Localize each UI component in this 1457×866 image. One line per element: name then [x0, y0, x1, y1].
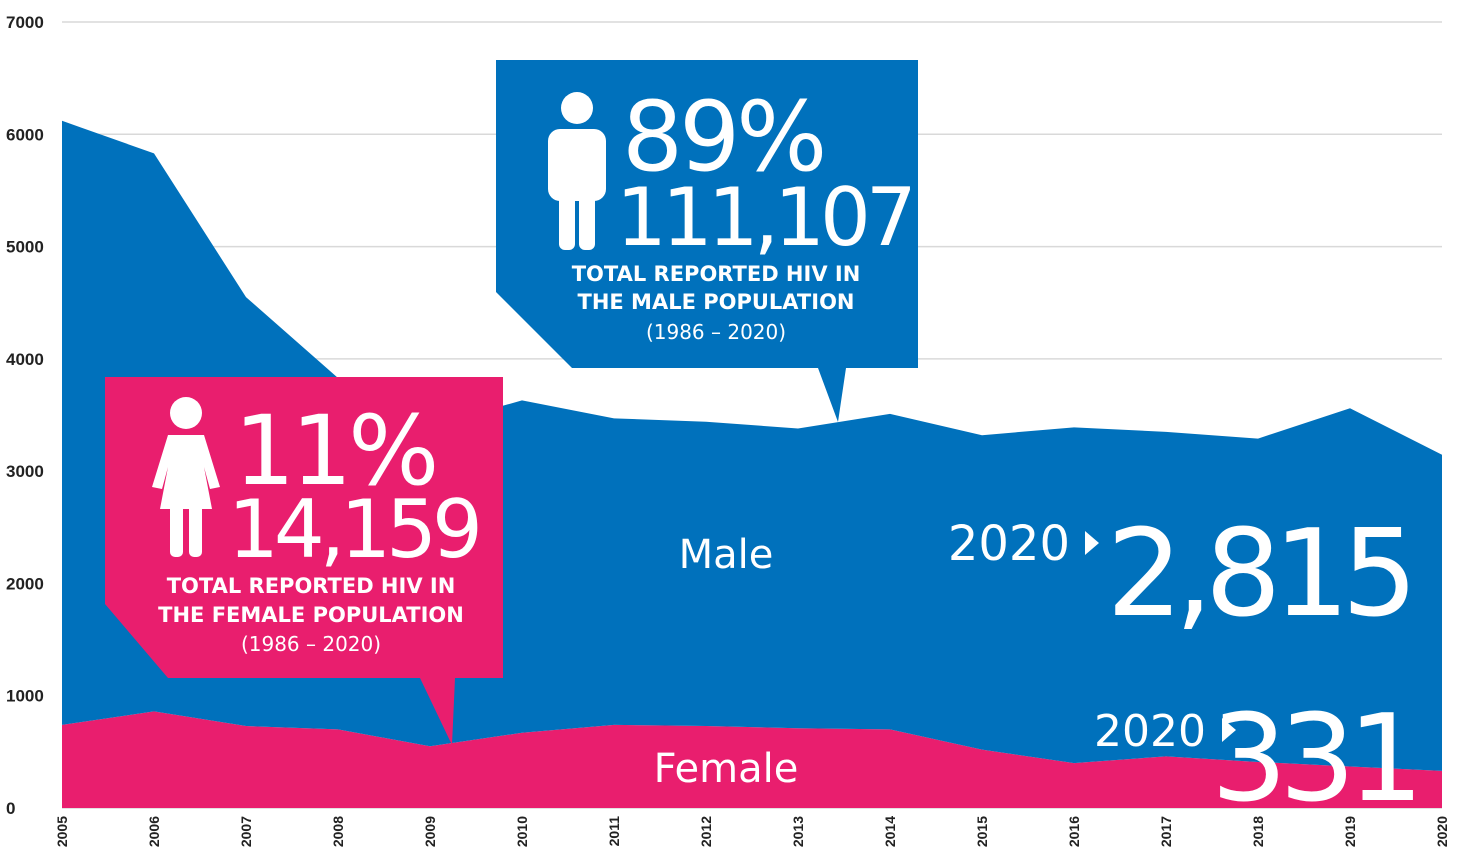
x-tick-label: 2010 [514, 816, 530, 847]
callout-line: (1986 – 2020) [241, 632, 381, 656]
x-tick-label: 2007 [238, 816, 254, 847]
x-tick-label: 2020 [1434, 816, 1450, 847]
end-year: 2020 [1094, 706, 1206, 757]
x-tick-label: 2011 [606, 816, 622, 847]
x-tick-label: 2014 [882, 816, 898, 847]
y-tick-label: 4000 [6, 350, 44, 369]
person-icon [548, 92, 606, 250]
icon-head [561, 92, 593, 124]
callout-line: THE FEMALE POPULATION [158, 603, 464, 627]
end-year: 2020 [948, 516, 1070, 572]
end-arrow [1085, 531, 1099, 555]
x-tick-label: 2019 [1342, 816, 1358, 847]
callout-percent: 89% [622, 81, 823, 193]
callout-total: 111,107 [616, 171, 912, 264]
y-tick-label: 2000 [6, 574, 44, 593]
y-tick-label: 1000 [6, 687, 44, 706]
x-tick-label: 2017 [1158, 816, 1174, 847]
x-tick-label: 2008 [330, 816, 346, 847]
end-arrow [1222, 718, 1236, 742]
callout-percent: 11% [234, 395, 435, 507]
x-tick-label: 2006 [146, 816, 162, 847]
y-tick-label: 6000 [6, 125, 44, 144]
x-tick-label: 2005 [54, 816, 70, 847]
x-tick-label: 2016 [1066, 816, 1082, 847]
series-label: Male [679, 532, 774, 578]
callout-line: TOTAL REPORTED HIV IN [167, 574, 456, 598]
end-value: 2,815 [1106, 505, 1410, 644]
icon-leg [559, 192, 575, 250]
callout-line: (1986 – 2020) [646, 320, 786, 344]
series-label: Female [654, 746, 799, 792]
callout-box [105, 377, 503, 745]
icon-leg [189, 502, 202, 557]
icon-body [548, 129, 606, 201]
callout-line: THE MALE POPULATION [578, 290, 855, 314]
x-tick-label: 2018 [1250, 816, 1266, 847]
icon-leg [170, 502, 183, 557]
person-icon [152, 397, 220, 557]
callout-total: 14,159 [228, 483, 478, 576]
x-tick-label: 2013 [790, 816, 806, 847]
x-tick-label: 2009 [422, 816, 438, 847]
icon-body [152, 435, 220, 509]
y-tick-label: 0 [6, 799, 15, 818]
y-tick-label: 7000 [6, 13, 44, 32]
end-value: 331 [1211, 690, 1416, 829]
callout-line: TOTAL REPORTED HIV IN [572, 262, 861, 286]
y-tick-label: 5000 [6, 238, 44, 257]
area [62, 711, 1442, 808]
x-tick-label: 2012 [698, 816, 714, 847]
y-tick-label: 3000 [6, 462, 44, 481]
icon-head [170, 397, 202, 429]
icon-leg [579, 192, 595, 250]
x-tick-label: 2015 [974, 816, 990, 847]
